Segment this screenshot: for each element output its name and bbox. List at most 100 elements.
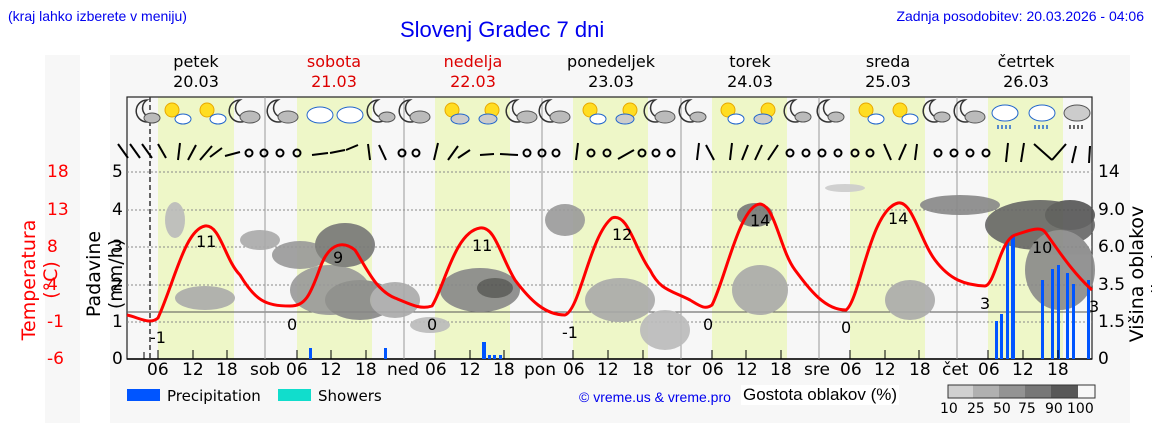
temp-tick: -6 bbox=[47, 349, 64, 369]
sun-cloud-icon bbox=[164, 102, 192, 125]
day-label-6: četrtek 26.03 bbox=[997, 52, 1055, 91]
hour-tick: 18 bbox=[909, 360, 931, 380]
svg-text:0: 0 bbox=[287, 315, 297, 334]
hour-tick: 12 bbox=[874, 360, 896, 380]
moon-cloud-icon bbox=[953, 99, 986, 124]
day-short-label: tor bbox=[667, 360, 692, 380]
cloud-height-tick: 1.5 bbox=[1098, 312, 1126, 332]
precip-tick: 0 bbox=[112, 349, 123, 369]
precip-tick: 2 bbox=[112, 275, 123, 295]
hour-tick: 06 bbox=[286, 360, 308, 380]
day-label-2: nedelja 22.03 bbox=[443, 52, 503, 91]
hour-tick: 06 bbox=[563, 360, 585, 380]
precip-tick: 1 bbox=[112, 312, 123, 332]
svg-text:3: 3 bbox=[1089, 297, 1099, 316]
day-label-0: petek 20.03 bbox=[173, 52, 219, 91]
cloud-height-tick: 9.0 bbox=[1098, 200, 1126, 220]
svg-text:0: 0 bbox=[841, 318, 851, 337]
hour-tick: 12 bbox=[320, 360, 342, 380]
temp-tick: 13 bbox=[47, 200, 69, 220]
density-tick: 75 bbox=[1018, 401, 1036, 417]
svg-text:14: 14 bbox=[750, 211, 770, 230]
sun-cloud-drizzle-icon bbox=[478, 102, 500, 125]
hour-tick: 18 bbox=[493, 360, 515, 380]
hour-tick: 06 bbox=[978, 360, 1000, 380]
density-tick: 90 bbox=[1045, 401, 1063, 417]
sun-cloud-icon bbox=[444, 102, 470, 125]
cloud-height-axis-label: Višina oblakov (km) bbox=[1126, 205, 1152, 343]
moon-cloud-icon bbox=[228, 99, 261, 124]
temp-tick: -1 bbox=[47, 312, 64, 332]
cloud-height-tick: 14 bbox=[1098, 162, 1120, 182]
density-tick: 25 bbox=[967, 401, 985, 417]
temperature-axis-panel bbox=[45, 55, 80, 423]
hour-tick: 12 bbox=[182, 360, 204, 380]
day-short-label: sob bbox=[250, 360, 281, 380]
cloud-height-tick: 0 bbox=[1098, 349, 1109, 369]
sun-cloud-icon bbox=[720, 102, 745, 125]
moon-cloud-icon bbox=[922, 99, 951, 123]
temp-tick: 8 bbox=[47, 237, 58, 257]
sun-cloud-icon bbox=[892, 102, 919, 125]
cloud-rain-icon bbox=[1063, 104, 1091, 129]
legend-showers: Showers bbox=[318, 387, 382, 405]
temperature-labels: -1 11 0 9 0 11 -1 12 0 14 0 14 3 10 3 bbox=[150, 209, 1099, 347]
hour-tick: 06 bbox=[425, 360, 447, 380]
hour-tick: 06 bbox=[147, 360, 169, 380]
page-title: Slovenj Gradec 7 dni bbox=[400, 17, 605, 42]
hour-tick: 12 bbox=[459, 360, 481, 380]
cloud-icon bbox=[336, 106, 364, 124]
moon-cloud-icon bbox=[398, 99, 431, 124]
density-tick: 10 bbox=[940, 401, 958, 417]
svg-text:0: 0 bbox=[703, 315, 713, 334]
day-label-1: sobota 21.03 bbox=[306, 52, 362, 91]
hour-tick: 18 bbox=[1047, 360, 1069, 380]
moon-cloud-icon bbox=[505, 99, 538, 124]
hour-tick: 18 bbox=[216, 360, 238, 380]
last-update: Zadnja posodobitev: 20.03.2026 - 04:06 bbox=[896, 8, 1144, 24]
sun-cloud-icon bbox=[753, 102, 776, 125]
hour-tick: 12 bbox=[597, 360, 619, 380]
cloud-height-tick: 6.0 bbox=[1098, 237, 1126, 257]
precipitation-swatch bbox=[127, 389, 160, 401]
precip-tick: 5 bbox=[112, 162, 123, 182]
hour-tick: 18 bbox=[770, 360, 792, 380]
cloud-rain-icon bbox=[1028, 104, 1056, 129]
svg-text:11: 11 bbox=[472, 236, 492, 255]
precip-tick: 4 bbox=[112, 200, 123, 220]
temp-tick: 4 bbox=[47, 275, 58, 295]
temp-tick: 18 bbox=[47, 162, 69, 182]
hour-tick: 06 bbox=[840, 360, 862, 380]
day-label-4: torek 24.03 bbox=[727, 52, 773, 91]
hour-tick: 12 bbox=[736, 360, 758, 380]
svg-text:12: 12 bbox=[612, 225, 632, 244]
svg-text:14: 14 bbox=[888, 209, 908, 228]
hour-tick: 06 bbox=[702, 360, 724, 380]
cloud-height-tick: 3.5 bbox=[1098, 275, 1126, 295]
precip-tick: 3 bbox=[112, 237, 123, 257]
moon-cloud-icon bbox=[266, 99, 299, 124]
day-short-label: ned bbox=[387, 360, 420, 380]
moon-cloud-drizzle-icon bbox=[366, 99, 396, 123]
moon-cloud-icon bbox=[538, 99, 571, 124]
temperature-line bbox=[126, 201, 1094, 323]
svg-text:9: 9 bbox=[333, 248, 343, 267]
day-short-label: sre bbox=[804, 360, 830, 380]
cloud-drizzle-icon bbox=[306, 106, 334, 124]
density-tick: 50 bbox=[993, 401, 1011, 417]
sun-cloud-icon bbox=[582, 102, 607, 125]
svg-text:-1: -1 bbox=[150, 328, 166, 347]
moon-cloud-icon bbox=[643, 99, 676, 124]
moon-cloud-icon bbox=[678, 99, 707, 123]
hour-tick: 12 bbox=[1012, 360, 1034, 380]
copyright-link[interactable]: © vreme.us & vreme.pro bbox=[579, 389, 731, 405]
precipitation-bars bbox=[309, 235, 1090, 359]
moon-cloud-icon bbox=[816, 99, 845, 123]
sun-cloud-icon bbox=[615, 102, 638, 125]
svg-text:-1: -1 bbox=[562, 323, 578, 342]
showers-swatch bbox=[278, 389, 311, 401]
svg-text:10: 10 bbox=[1032, 238, 1052, 257]
location-hint: (kraj lahko izberete v meniju) bbox=[8, 8, 187, 24]
hour-tick: 18 bbox=[355, 360, 377, 380]
